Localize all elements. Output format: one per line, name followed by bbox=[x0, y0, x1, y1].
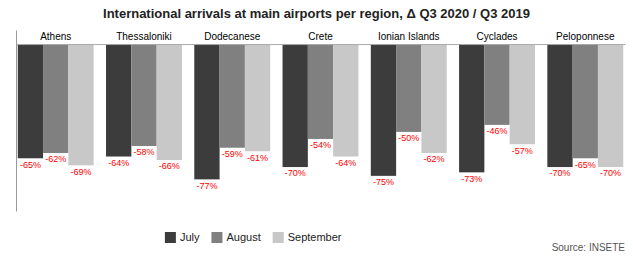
x-tick: Dodecanese bbox=[204, 31, 261, 42]
data-label: -70% bbox=[285, 168, 306, 178]
data-label: -69% bbox=[71, 167, 92, 177]
x-tick: Peloponnese bbox=[556, 31, 615, 42]
data-label: -70% bbox=[600, 168, 621, 178]
legend: July August September bbox=[165, 231, 342, 243]
bar bbox=[308, 44, 333, 139]
data-label: -73% bbox=[461, 174, 482, 184]
x-tick: Ionian Islands bbox=[378, 31, 440, 42]
bar bbox=[459, 44, 484, 172]
x-tick-label: Athens bbox=[40, 31, 71, 42]
data-label: -65% bbox=[20, 160, 41, 170]
data-label: -58% bbox=[133, 147, 154, 157]
data-label: -46% bbox=[487, 126, 508, 136]
chart: International arrivals at main airports … bbox=[0, 0, 633, 257]
bar bbox=[157, 44, 182, 160]
bar bbox=[68, 44, 93, 165]
title: International arrivals at main airports … bbox=[103, 6, 530, 21]
x-tick-label: Dodecanese bbox=[204, 31, 261, 42]
legend-item: July bbox=[165, 231, 200, 243]
y-axis-line bbox=[16, 31, 17, 212]
bar-series bbox=[43, 44, 598, 158]
bar bbox=[510, 44, 535, 144]
data-label: -64% bbox=[335, 158, 356, 168]
bar bbox=[598, 44, 623, 167]
bars bbox=[18, 44, 623, 179]
bar bbox=[283, 44, 308, 167]
data-label: -70% bbox=[549, 168, 570, 178]
x-tick: Athens bbox=[40, 31, 71, 42]
legend-label: August bbox=[226, 231, 260, 243]
legend-item: August bbox=[211, 231, 260, 243]
bar bbox=[131, 44, 156, 146]
zero-line bbox=[17, 44, 626, 45]
legend-swatch bbox=[165, 232, 176, 243]
x-tick-label: Peloponnese bbox=[556, 31, 615, 42]
x-tick-label: Ionian Islands bbox=[378, 31, 440, 42]
data-label: -77% bbox=[196, 181, 217, 191]
data-label: -65% bbox=[575, 160, 596, 170]
data-label: -57% bbox=[512, 146, 533, 156]
background bbox=[0, 0, 633, 257]
annotation: Source: INSETE bbox=[552, 242, 626, 253]
bar bbox=[18, 44, 43, 158]
x-axis: Athens Thessaloniki Dodecanese Crete Ionian … bbox=[17, 31, 626, 44]
bar bbox=[421, 44, 446, 153]
plot: Athens Thessaloniki Dodecanese Crete Ionian … bbox=[17, 31, 626, 212]
data-label: -54% bbox=[310, 140, 331, 150]
legend-swatch bbox=[273, 232, 284, 243]
data-labels: -65% -64% -77% -70% -75% -73% -70% -62% -58% -59%… bbox=[20, 126, 621, 190]
bar bbox=[220, 44, 245, 148]
data-label: -66% bbox=[159, 161, 180, 171]
legend-label: July bbox=[180, 231, 200, 243]
bar-series bbox=[18, 44, 573, 179]
data-label: -50% bbox=[398, 133, 419, 143]
x-tick: Cyclades bbox=[476, 31, 517, 42]
bar bbox=[106, 44, 131, 156]
legend-item: September bbox=[273, 231, 342, 243]
data-label: -75% bbox=[373, 177, 394, 187]
x-tick-label: Thessaloniki bbox=[116, 31, 172, 42]
bar bbox=[396, 44, 421, 132]
data-label: -61% bbox=[247, 153, 268, 163]
data-label: -62% bbox=[424, 154, 445, 164]
x-tick: Thessaloniki bbox=[116, 31, 172, 42]
data-label: -62% bbox=[45, 154, 66, 164]
bar-series bbox=[68, 44, 623, 167]
legend-label: September bbox=[288, 231, 342, 243]
bar bbox=[194, 44, 219, 179]
bar bbox=[333, 44, 358, 156]
data-label: -64% bbox=[108, 158, 129, 168]
legend-swatch bbox=[211, 232, 222, 243]
bar bbox=[547, 44, 572, 167]
bar bbox=[245, 44, 270, 151]
x-tick-label: Cyclades bbox=[476, 31, 517, 42]
x-tick-label: Crete bbox=[308, 31, 333, 42]
x-tick: Crete bbox=[308, 31, 333, 42]
bar bbox=[484, 44, 509, 125]
bar bbox=[43, 44, 68, 153]
bar bbox=[371, 44, 396, 176]
data-label: -59% bbox=[222, 149, 243, 159]
bar bbox=[573, 44, 598, 158]
y-axis bbox=[16, 31, 17, 212]
